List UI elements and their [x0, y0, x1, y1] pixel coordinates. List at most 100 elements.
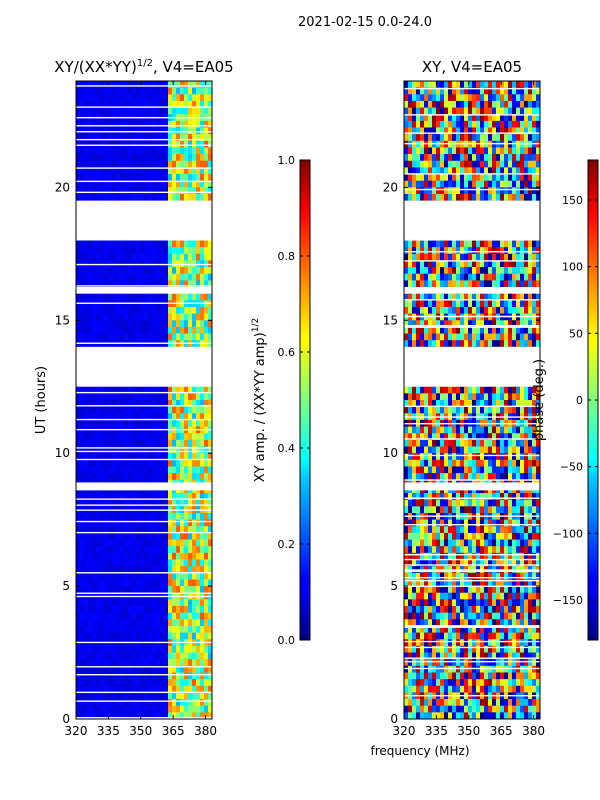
heatmap-cell: [108, 579, 113, 587]
heatmap-cell: [160, 174, 165, 182]
heatmap-cell: [200, 280, 205, 288]
heatmap-cell: [88, 326, 93, 334]
heatmap-cell: [76, 572, 81, 580]
heatmap-cell: [128, 612, 133, 620]
heatmap-cell: [100, 612, 105, 620]
heatmap-cell: [464, 267, 469, 275]
heatmap-cell: [432, 267, 437, 275]
heatmap-cell: [536, 154, 540, 162]
heatmap-cell: [132, 313, 137, 321]
heatmap-cell: [488, 94, 493, 102]
heatmap-cell: [176, 147, 181, 155]
heatmap-cell: [188, 705, 193, 713]
heatmap-cell: [188, 320, 193, 328]
heatmap-cell: [184, 632, 189, 640]
heatmap-cell: [512, 267, 517, 275]
heatmap-cell: [428, 320, 433, 328]
heatmap-cell: [180, 293, 185, 301]
heatmap-cell: [160, 579, 165, 587]
heatmap-cell: [200, 512, 205, 521]
heatmap-cell: [428, 187, 433, 195]
heatmap-cell: [92, 685, 97, 693]
heatmap-cell: [100, 293, 105, 301]
heatmap-cell: [412, 193, 417, 202]
heatmap-cell: [124, 699, 129, 707]
heatmap-cell: [416, 120, 421, 128]
heatmap-cell: [92, 466, 97, 474]
heatmap-cell: [152, 413, 157, 421]
heatmap-cell: [172, 400, 177, 408]
heatmap-cell: [188, 100, 193, 108]
heatmap-cell: [416, 127, 421, 135]
heatmap-cell: [184, 546, 189, 554]
heatmap-cell: [96, 466, 101, 474]
heatmap-cell: [160, 466, 165, 474]
heatmap-cell: [416, 300, 421, 308]
heatmap-cell: [112, 273, 117, 281]
heatmap-cell: [528, 193, 533, 202]
heatmap-cell: [192, 140, 197, 148]
heatmap-cell: [76, 699, 81, 707]
heatmap-cell: [100, 180, 105, 188]
heatmap-cell: [96, 606, 101, 614]
heatmap-cell: [448, 267, 453, 275]
heatmap-cell: [120, 240, 125, 248]
heatmap-cell: [84, 273, 89, 281]
heatmap-cell: [504, 300, 509, 308]
heatmap-cell: [476, 293, 481, 301]
heatmap-cell: [208, 193, 212, 202]
heatmap-cell: [188, 499, 193, 507]
scan-gap-line: [76, 288, 212, 290]
heatmap-cell: [488, 326, 493, 334]
heatmap-cell: [104, 147, 109, 155]
heatmap-cell: [112, 546, 117, 554]
heatmap-cell: [208, 439, 212, 447]
heatmap-cell: [180, 386, 185, 394]
heatmap-cell: [512, 160, 517, 168]
heatmap-cell: [452, 120, 457, 128]
heatmap-cell: [200, 134, 205, 142]
heatmap-cell: [180, 459, 185, 467]
heatmap-cell: [140, 559, 145, 567]
heatmap-cell: [176, 81, 181, 89]
heatmap-cell: [120, 519, 125, 527]
heatmap-cell: [208, 652, 212, 660]
heatmap-cell: [152, 273, 157, 281]
heatmap-cell: [112, 247, 117, 255]
heatmap-cell: [140, 240, 145, 248]
heatmap-cell: [196, 652, 201, 660]
heatmap-cell: [88, 306, 93, 315]
heatmap-cell: [100, 532, 105, 540]
heatmap-cell: [184, 240, 189, 248]
heatmap-cell: [132, 187, 137, 195]
heatmap-cell: [436, 333, 441, 341]
heatmap-cell: [188, 453, 193, 461]
heatmap-cell: [208, 180, 212, 188]
heatmap-cell: [168, 273, 173, 281]
heatmap-cell: [440, 180, 445, 188]
heatmap-cell: [204, 645, 209, 653]
heatmap-cell: [500, 167, 505, 175]
heatmap-cell: [204, 306, 209, 315]
heatmap-cell: [200, 140, 205, 148]
heatmap-cell: [116, 659, 121, 667]
heatmap-cell: [500, 147, 505, 155]
heatmap-cell: [504, 333, 509, 341]
heatmap-cell: [144, 685, 149, 693]
heatmap-cell: [168, 147, 173, 155]
heatmap-cell: [424, 107, 429, 115]
heatmap-cell: [440, 107, 445, 115]
heatmap-cell: [404, 134, 409, 142]
heatmap-cell: [136, 566, 141, 574]
heatmap-cell: [492, 174, 497, 182]
heatmap-cell: [416, 320, 421, 328]
heatmap-cell: [128, 652, 133, 660]
heatmap-cell: [200, 519, 205, 527]
scan-gap-line: [76, 383, 212, 386]
heatmap-cell: [180, 94, 185, 102]
heatmap-cell: [188, 174, 193, 182]
heatmap-cell: [108, 606, 113, 614]
heatmap-cell: [92, 386, 97, 394]
heatmap-cell: [84, 566, 89, 574]
heatmap-cell: [144, 659, 149, 667]
